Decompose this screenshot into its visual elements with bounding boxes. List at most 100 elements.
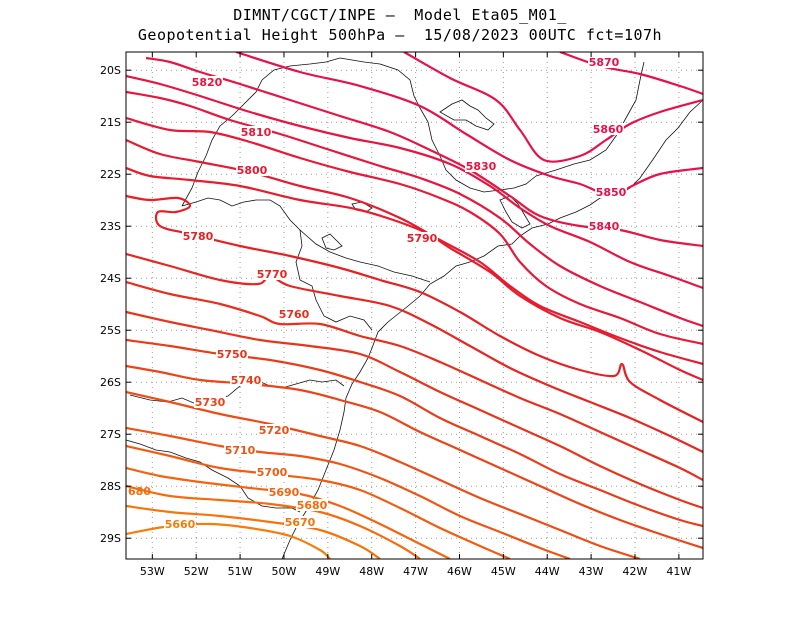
contour-label-5750: 5750 (217, 348, 248, 361)
contour-label-bg-5800 (236, 164, 268, 176)
contour-label-5680-edge: 680 (128, 485, 151, 498)
lon-tick-label: 50W (272, 565, 297, 578)
lon-tick-label: 44W (535, 565, 560, 578)
contour-line-5870 (559, 52, 703, 96)
contour-label-5860: 5860 (593, 123, 624, 136)
contour-label-bg-5690 (268, 486, 300, 498)
lake-1 (439, 99, 495, 131)
lon-tick-label: 48W (359, 565, 384, 578)
contour-line-5850 (235, 52, 703, 198)
contour-label-5840: 5840 (589, 220, 620, 233)
map-frame (125, 51, 704, 560)
contour-label-bg-5740 (230, 374, 262, 386)
contour-label-bg-5660 (164, 518, 196, 530)
contour-label-bg-5830 (465, 160, 497, 172)
contour-label-5790: 5790 (407, 232, 438, 245)
coastline (126, 57, 703, 559)
contour-line-5670 (126, 504, 381, 559)
contour-line-5720 (126, 390, 641, 559)
contour-label-bg-5860 (592, 123, 624, 135)
lat-tick-label: 20S (100, 64, 121, 77)
lon-tick-label: 47W (403, 565, 428, 578)
lat-tick-label: 24S (100, 272, 121, 285)
contour-label-bg-5820 (191, 76, 223, 88)
contour-label-bg-5780 (182, 230, 214, 242)
contour-lines (126, 52, 703, 559)
lat-tick-label: 21S (100, 116, 121, 129)
contour-line-5700 (126, 444, 511, 559)
contour-line-5860 (403, 52, 703, 163)
contour-label-bg-5790 (406, 232, 438, 244)
contour-label-5740: 5740 (231, 374, 262, 387)
contour-label-5680: 5680 (297, 499, 328, 512)
lat-tick-label: 29S (100, 532, 121, 545)
lon-tick-label: 43W (579, 565, 604, 578)
contour-label-5720: 5720 (259, 424, 290, 437)
lake-2 (321, 233, 343, 251)
contour-label-bg-5770 (256, 268, 288, 280)
contour-label-5700: 5700 (257, 466, 288, 479)
contour-label-bg-5710 (224, 444, 256, 456)
contour-label-bg-5850 (595, 186, 627, 198)
contour-line-5680 (126, 484, 421, 559)
lat-tick-label: 25S (100, 324, 121, 337)
lat-tick-label: 27S (100, 428, 121, 441)
contour-line-5770 (126, 252, 703, 453)
contour-line-5830 (126, 74, 703, 290)
contour-label-5710: 5710 (225, 444, 256, 457)
lon-tick-label: 41W (666, 565, 691, 578)
contour-line-5730 (126, 364, 703, 550)
contour-label-bg-5810 (240, 126, 272, 138)
contour-label-bg-5680 (296, 499, 328, 511)
lon-tick-label: 42W (623, 565, 648, 578)
state-border-5 (181, 57, 341, 207)
state-border-2 (126, 439, 301, 513)
state-border-3 (181, 197, 373, 331)
contour-line-5660 (126, 522, 331, 559)
contour-labels: 5870 5860 5850 5840 5830 5820 5810 5800 5790 5780… (128, 56, 627, 531)
contour-line-5820 (126, 90, 703, 328)
contour-line-5810 (126, 116, 703, 346)
lon-tick-label: 45W (491, 565, 516, 578)
contour-label-bg-5750 (216, 348, 248, 360)
title-line-1: DIMNT/CGCT/INPE — Model Eta05_M01_ (233, 6, 567, 24)
lat-tick-label: 23S (100, 220, 121, 233)
contour-line-5760 (126, 280, 703, 481)
contour-label-bg-5720 (258, 424, 290, 436)
axis-ticks: 20S 21S 22S 23S 24S 25S 26S 27S 28S 29S 53W 52W 51W 5… (100, 52, 703, 578)
contour-label-5870: 5870 (589, 56, 620, 69)
contour-label-bg-5730 (194, 396, 226, 408)
contour-label-5690: 5690 (269, 486, 300, 499)
contour-label-bg-5760 (278, 308, 310, 320)
lon-tick-label: 49W (315, 565, 340, 578)
contour-label-bg-5870 (588, 56, 620, 68)
contour-label-5820: 5820 (192, 76, 223, 89)
lat-tick-label: 22S (100, 168, 121, 181)
state-border-4 (299, 229, 431, 283)
contour-label-5810: 5810 (241, 126, 272, 139)
contour-label-5670: 5670 (285, 516, 316, 529)
state-border-7 (535, 61, 645, 177)
lon-tick-label: 51W (228, 565, 253, 578)
contour-line-5740 (126, 338, 703, 528)
contour-label-5780: 5780 (183, 230, 214, 243)
lat-tick-label: 26S (100, 376, 121, 389)
contour-label-5770: 5770 (257, 268, 288, 281)
lat-tick-label: 28S (100, 480, 121, 493)
lon-tick-label: 46W (447, 565, 472, 578)
contour-line-5750 (126, 310, 703, 510)
contour-line-5710 (126, 426, 571, 559)
lon-tick-label: 52W (184, 565, 209, 578)
contour-label-5800: 5800 (237, 164, 268, 177)
contour-label-bg-5670 (284, 516, 316, 528)
contour-label-5660: 5660 (165, 518, 196, 531)
contour-line-5800 (126, 138, 703, 366)
title-line-2: Geopotential Height 500hPa — 15/08/2023 … (137, 26, 663, 44)
contour-label-5760: 5760 (279, 308, 310, 321)
contour-line-5780 (126, 194, 703, 423)
contour-label-bg-5700 (256, 466, 288, 478)
lon-tick-label: 53W (140, 565, 165, 578)
contour-label-5850: 5850 (596, 186, 627, 199)
contour-line-5790 (126, 166, 703, 382)
